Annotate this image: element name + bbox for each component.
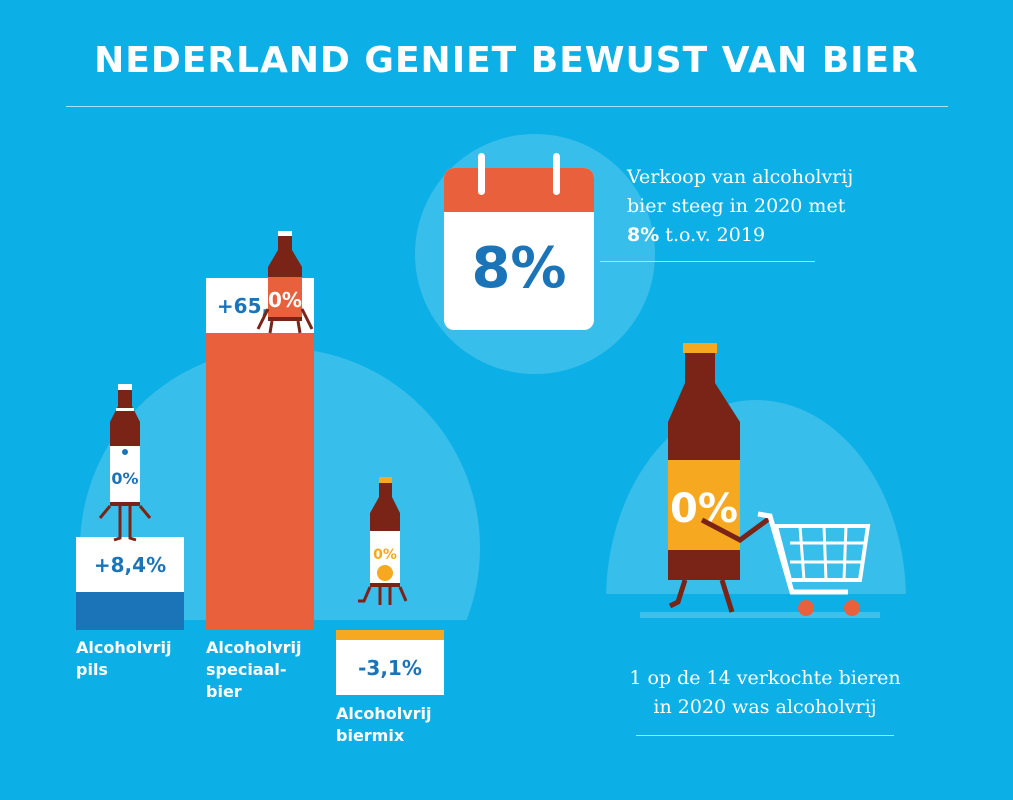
bar-category-label-0: Alcoholvrij pils bbox=[76, 638, 172, 679]
page-title: NEDERLAND GENIET BEWUST VAN BIER bbox=[94, 40, 919, 81]
bottle-biermix-icon: 0% bbox=[356, 475, 416, 610]
bar-2 bbox=[336, 630, 444, 640]
bar-0 bbox=[76, 592, 184, 630]
stat-top-rule bbox=[600, 261, 815, 262]
bottle-speciaal-icon: 0% bbox=[256, 229, 316, 334]
svg-text:0%: 0% bbox=[670, 486, 738, 532]
stat-top-rest: t.o.v. 2019 bbox=[659, 224, 766, 246]
stat-bottom-line2: in 2020 was alcoholvrij bbox=[653, 696, 877, 718]
bottle-cart-icon: 0% bbox=[640, 340, 880, 625]
bar-1 bbox=[206, 333, 314, 630]
calendar-value: 8% bbox=[471, 236, 566, 301]
stat-top-line2: bier steeg in 2020 met bbox=[627, 195, 846, 217]
bar-category-label-2: Alcoholvrij biermix bbox=[336, 704, 432, 745]
stat-top-line3: 8% t.o.v. 2019 bbox=[627, 221, 927, 250]
stat-top-line1: Verkoop van alcoholvrij bbox=[627, 166, 854, 188]
title-divider bbox=[66, 106, 948, 107]
svg-text:0%: 0% bbox=[268, 288, 302, 312]
svg-text:0%: 0% bbox=[373, 547, 397, 563]
bar-value-label-2: -3,1% bbox=[336, 640, 444, 695]
stat-top-bold: 8% bbox=[627, 224, 660, 246]
stat-bottom-line1: 1 op de 14 verkochte bieren bbox=[629, 667, 901, 689]
stat-bottom-rule bbox=[636, 735, 894, 736]
svg-text:0%: 0% bbox=[111, 469, 138, 488]
stat-top: Verkoop van alcoholvrij bier steeg in 20… bbox=[627, 163, 927, 250]
calendar-icon: 8% bbox=[444, 150, 594, 330]
bar-value-label-0: +8,4% bbox=[76, 537, 184, 593]
stat-bottom: 1 op de 14 verkochte bieren in 2020 was … bbox=[600, 664, 930, 722]
bottle-pils-icon: 0% bbox=[96, 382, 156, 542]
bar-category-label-1: Alcoholvrij speciaal- bier bbox=[206, 638, 302, 701]
